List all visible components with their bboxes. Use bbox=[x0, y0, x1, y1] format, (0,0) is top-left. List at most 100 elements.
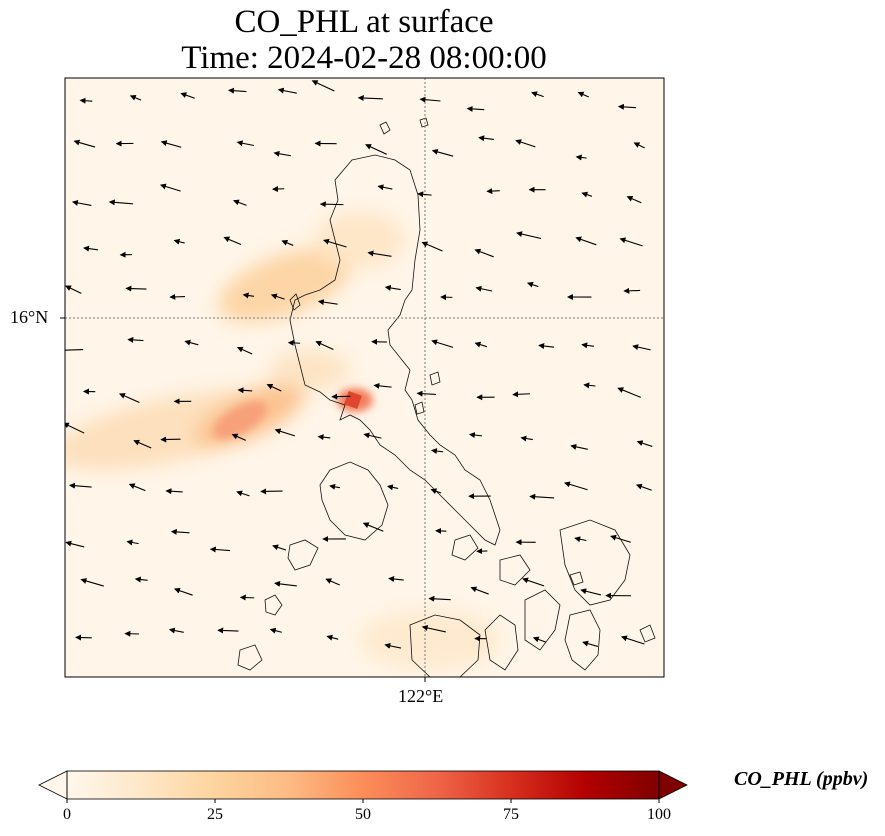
wind-arrow bbox=[363, 432, 382, 439]
wind-arrow bbox=[626, 195, 642, 204]
wind-arrow bbox=[475, 285, 493, 292]
wind-arrow bbox=[184, 339, 199, 346]
wind-arrow bbox=[515, 139, 536, 148]
wind-arrow bbox=[582, 640, 598, 647]
wind-arrow bbox=[365, 144, 387, 155]
wind-arrow bbox=[274, 580, 297, 587]
wind-arrow bbox=[574, 536, 587, 543]
wind-arrow bbox=[231, 433, 246, 441]
wind-arrow bbox=[242, 292, 255, 299]
colorbar-tick-50: 50 bbox=[355, 806, 371, 823]
wind-arrow bbox=[635, 483, 652, 491]
wind-arrow bbox=[237, 387, 253, 394]
wind-arrow bbox=[68, 482, 92, 489]
wind-arrow bbox=[173, 587, 193, 596]
wind-arrow bbox=[526, 281, 539, 288]
wind-arrow bbox=[223, 236, 242, 246]
wind-arrow bbox=[357, 95, 384, 102]
wind-arrow bbox=[583, 382, 596, 389]
wind-arrow bbox=[575, 236, 597, 246]
wind-arrow bbox=[266, 383, 282, 392]
wind-arrow bbox=[570, 443, 588, 450]
wind-arrow bbox=[272, 544, 287, 551]
wind-arrow bbox=[319, 201, 344, 208]
wind-arrow bbox=[564, 481, 588, 491]
wind-arrow bbox=[577, 91, 590, 98]
wind-arrow bbox=[367, 250, 392, 257]
wind-arrow bbox=[236, 140, 254, 147]
wind-arrow bbox=[486, 188, 500, 195]
wind-arrow bbox=[169, 293, 186, 300]
wind-arrow bbox=[581, 342, 594, 349]
lon-tick-label: 122°E bbox=[398, 686, 444, 706]
wind-arrow bbox=[71, 199, 92, 206]
wind-arrow bbox=[419, 96, 441, 103]
wind-arrow bbox=[430, 488, 442, 495]
wind-arrow bbox=[431, 339, 454, 348]
wind-arrow bbox=[79, 97, 93, 104]
colorbar-tick-100: 100 bbox=[647, 806, 671, 823]
wind-arrow bbox=[165, 488, 183, 495]
wind-arrow bbox=[80, 578, 104, 587]
wind-arrow bbox=[512, 391, 531, 398]
wind-arrow bbox=[329, 483, 341, 490]
wind-arrow bbox=[170, 528, 190, 535]
wind-arrow bbox=[129, 95, 142, 101]
wind-arrow bbox=[65, 422, 85, 434]
wind-arrow bbox=[384, 285, 401, 291]
wind-arrow bbox=[159, 183, 181, 192]
wind-arrow bbox=[580, 588, 602, 596]
wind-vectors bbox=[65, 80, 653, 649]
wind-arrow bbox=[620, 635, 645, 645]
wind-arrow bbox=[431, 148, 454, 157]
wind-arrow bbox=[287, 339, 301, 346]
wind-arrow bbox=[317, 434, 331, 441]
wind-arrow bbox=[421, 241, 443, 252]
wind-arrow bbox=[478, 135, 494, 142]
wind-arrow bbox=[325, 578, 340, 586]
map-title: CO_PHL at surface bbox=[234, 4, 494, 40]
wind-arrow bbox=[623, 287, 641, 294]
wind-arrow bbox=[65, 347, 84, 354]
wind-arrow bbox=[127, 336, 144, 343]
colorbar-tick-25: 25 bbox=[207, 806, 223, 823]
wind-arrow bbox=[83, 245, 98, 252]
wind-arrow bbox=[160, 140, 182, 148]
wind-arrow bbox=[133, 439, 152, 449]
wind-arrow bbox=[470, 586, 489, 595]
wind-arrow bbox=[317, 299, 338, 306]
concentration-field bbox=[65, 78, 664, 677]
wind-arrow bbox=[384, 642, 402, 649]
wind-arrow bbox=[636, 440, 653, 447]
wind-arrow bbox=[416, 390, 437, 397]
wind-arrow bbox=[529, 493, 555, 500]
wind-arrow bbox=[277, 87, 297, 94]
wind-arrow bbox=[269, 627, 282, 634]
wind-arrow bbox=[468, 432, 483, 439]
wind-arrow bbox=[617, 387, 642, 398]
wind-arrow bbox=[532, 636, 547, 643]
colorbar-tick-0: 0 bbox=[63, 806, 71, 823]
wind-arrow bbox=[619, 237, 643, 247]
wind-arrow bbox=[326, 634, 339, 641]
wind-arrow bbox=[632, 344, 651, 351]
wind-arrow bbox=[227, 87, 247, 94]
wind-arrow bbox=[315, 340, 334, 350]
wind-arrow bbox=[575, 154, 587, 161]
wind-arrow bbox=[388, 576, 404, 582]
wind-arrow bbox=[373, 382, 392, 389]
colorbar bbox=[38, 770, 688, 803]
wind-arrow bbox=[233, 199, 247, 206]
wind-arrow bbox=[108, 199, 134, 206]
wind-arrow bbox=[581, 191, 593, 198]
map-frame bbox=[64, 77, 665, 678]
wind-arrow bbox=[617, 103, 637, 110]
map-time: Time: 2024-02-28 08:00:00 bbox=[181, 40, 547, 76]
wind-arrow bbox=[134, 576, 148, 583]
wind-arrow bbox=[610, 534, 631, 543]
wind-arrow bbox=[531, 91, 544, 98]
colorbar-extend-max bbox=[658, 770, 688, 800]
wind-arrow bbox=[168, 627, 184, 634]
wind-arrow bbox=[421, 625, 446, 633]
wind-arrow bbox=[474, 341, 488, 348]
